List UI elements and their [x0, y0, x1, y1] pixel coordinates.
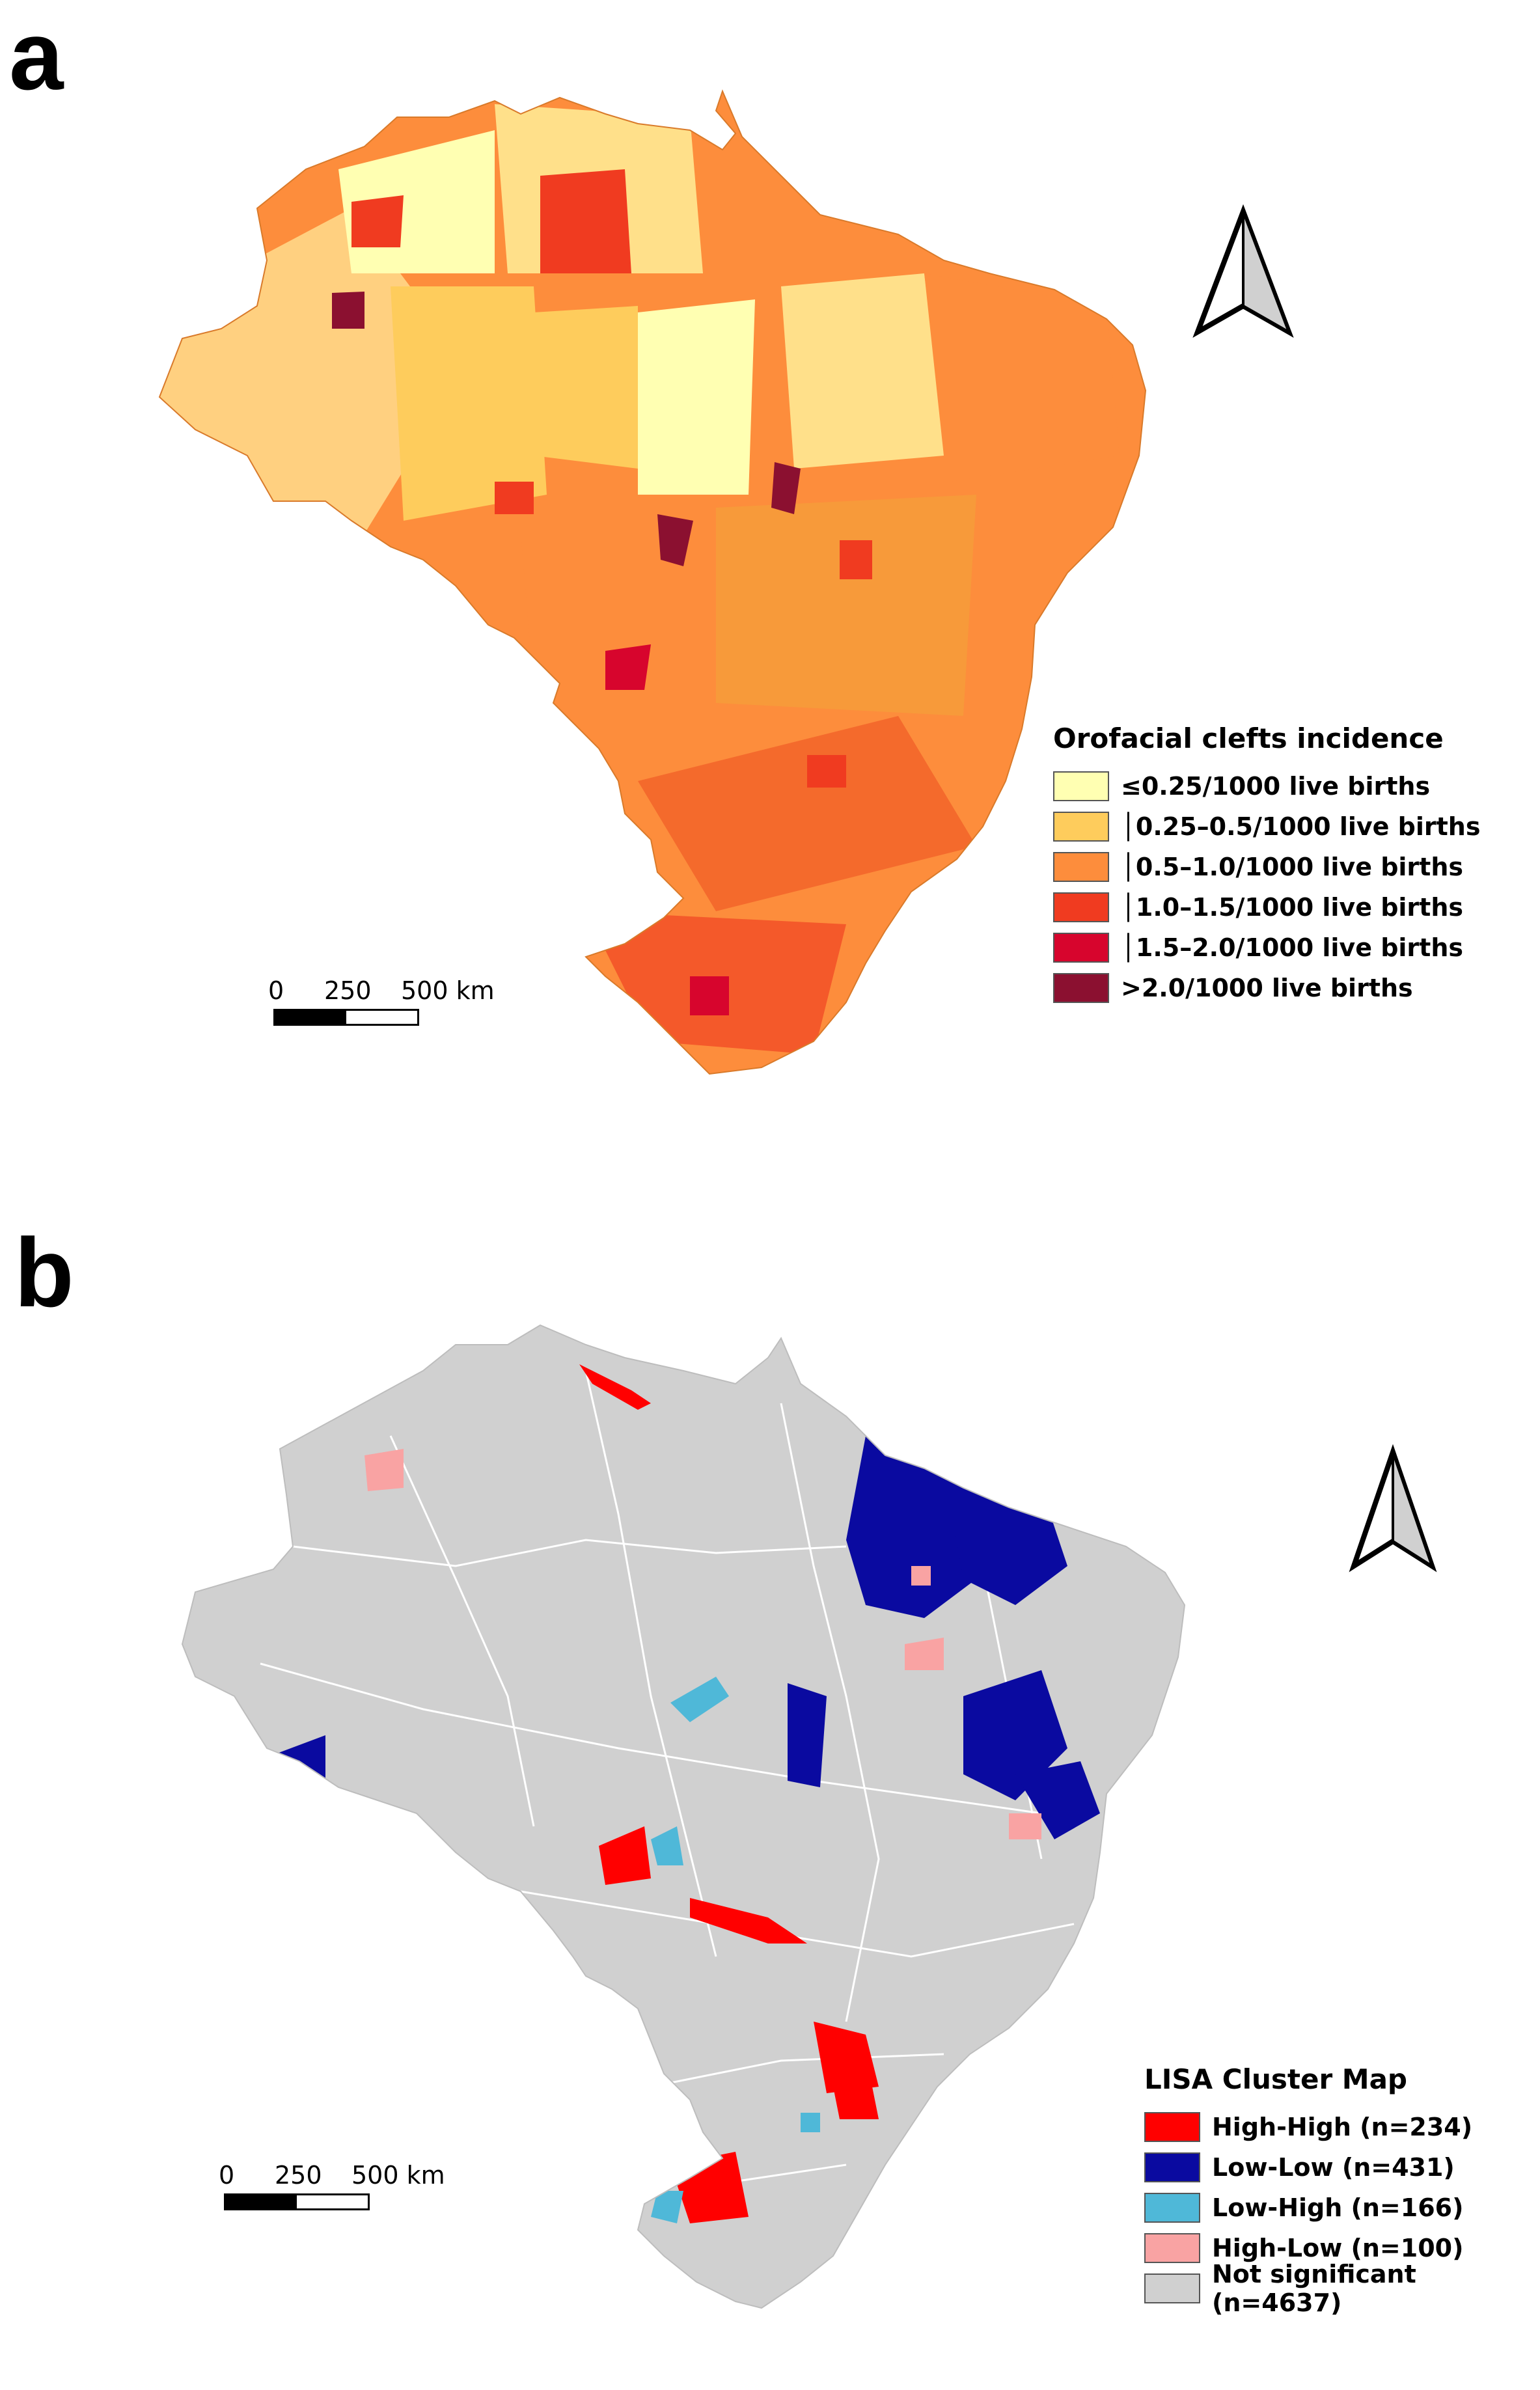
scale-tick-label: 500 km	[351, 2161, 445, 2190]
legend-label: Low-High (n=166)	[1212, 2193, 1464, 2222]
panel-b-letter: b	[14, 1218, 74, 1327]
north-arrow-icon	[1192, 204, 1294, 338]
lisa-legend: LISA Cluster Map High-High (n=234) Low-L…	[1144, 2063, 1540, 2317]
scale-tick-label: 250	[275, 2161, 322, 2190]
legend-label: │1.0–1.5/1000 live births	[1121, 893, 1464, 922]
legend-item: │1.5–2.0/1000 live births	[1053, 927, 1480, 968]
legend-swatch	[1144, 2193, 1200, 2223]
legend-swatch	[1053, 892, 1109, 922]
legend-item: │0.5–1.0/1000 live births	[1053, 847, 1480, 887]
legend-title: Orofacial clefts incidence	[1053, 722, 1444, 754]
legend-swatch	[1053, 812, 1109, 842]
legend-swatch	[1144, 2273, 1200, 2303]
legend-label: │1.5–2.0/1000 live births	[1121, 933, 1464, 962]
legend-label: >2.0/1000 live births	[1121, 974, 1413, 1002]
legend-swatch	[1053, 852, 1109, 882]
legend-swatch	[1144, 2233, 1200, 2263]
legend-item: │0.25–0.5/1000 live births	[1053, 806, 1480, 847]
scale-bar: 0 250 500 km	[268, 976, 495, 1026]
legend-item: Low-Low (n=431)	[1144, 2147, 1540, 2188]
incidence-choropleth-map	[159, 90, 1294, 1075]
legend-swatch	[1053, 771, 1109, 801]
legend-item: ≤0.25/1000 live births	[1053, 766, 1480, 806]
scale-tick-label: 500 km	[401, 976, 495, 1005]
north-arrow-icon	[1349, 1444, 1437, 1573]
legend-label: Not significant (n=4637)	[1212, 2260, 1416, 2317]
incidence-legend: Orofacial clefts incidence ≤0.25/1000 li…	[1053, 722, 1480, 1008]
legend-label: High-High (n=234)	[1212, 2113, 1473, 2141]
legend-label: ≤0.25/1000 live births	[1121, 772, 1431, 801]
legend-swatch	[1144, 2152, 1200, 2182]
legend-label: Low-Low (n=431)	[1212, 2153, 1455, 2182]
legend-label: High-Low (n=100)	[1212, 2234, 1464, 2262]
legend-swatch	[1053, 973, 1109, 1003]
panel-a-letter: a	[9, 1, 64, 110]
scale-tick-label: 0	[268, 976, 284, 1005]
scale-bar: 0 250 500 km	[219, 2161, 445, 2210]
scale-bar-graphic	[273, 1009, 419, 1026]
scale-tick-label: 0	[219, 2161, 235, 2190]
legend-item: High-High (n=234)	[1144, 2107, 1540, 2147]
legend-item: Low-High (n=166)	[1144, 2188, 1540, 2228]
lisa-cluster-map	[182, 1325, 1437, 2309]
legend-item: High-Low (n=100)	[1144, 2228, 1540, 2268]
legend-title: LISA Cluster Map	[1144, 2063, 1407, 2095]
scale-bar-graphic	[224, 2193, 370, 2210]
legend-label: │0.25–0.5/1000 live births	[1121, 812, 1481, 841]
legend-item: │1.0–1.5/1000 live births	[1053, 887, 1480, 927]
scale-tick-label: 250	[324, 976, 372, 1005]
legend-item: >2.0/1000 live births	[1053, 968, 1480, 1008]
legend-swatch	[1144, 2112, 1200, 2142]
legend-item: Not significant (n=4637)	[1144, 2260, 1540, 2317]
legend-label: │0.5–1.0/1000 live births	[1121, 853, 1464, 881]
legend-swatch	[1053, 933, 1109, 963]
